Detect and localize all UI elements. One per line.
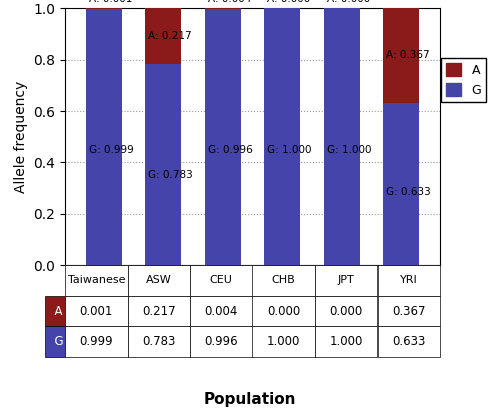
Text: A: 0.000: A: 0.000 [268,0,310,5]
Legend: A, G: A, G [442,59,486,102]
Text: G: 0.783: G: 0.783 [148,170,193,180]
Text: G: 0.999: G: 0.999 [89,145,134,155]
Y-axis label: Allele frequency: Allele frequency [14,81,28,193]
Text: A: 0.004: A: 0.004 [208,0,251,5]
Text: A: 0.001: A: 0.001 [89,0,132,5]
Bar [205,8,240,9]
Text: G: 0.633: G: 0.633 [386,187,431,197]
Text: G: 0.996: G: 0.996 [208,145,252,155]
Text: G: 1.000: G: 1.000 [327,144,372,154]
Bar [205,9,240,265]
Bar [324,8,360,265]
Text: A: 0.217: A: 0.217 [148,31,192,41]
Bar [384,8,419,103]
Bar [146,64,181,265]
Text: Population: Population [204,392,296,407]
Text: G: 1.000: G: 1.000 [268,144,312,154]
Bar [146,8,181,64]
Bar [264,8,300,265]
Text: A: 0.367: A: 0.367 [386,51,430,61]
Text: A: 0.000: A: 0.000 [327,0,370,5]
Bar [384,103,419,265]
Bar [86,9,122,265]
